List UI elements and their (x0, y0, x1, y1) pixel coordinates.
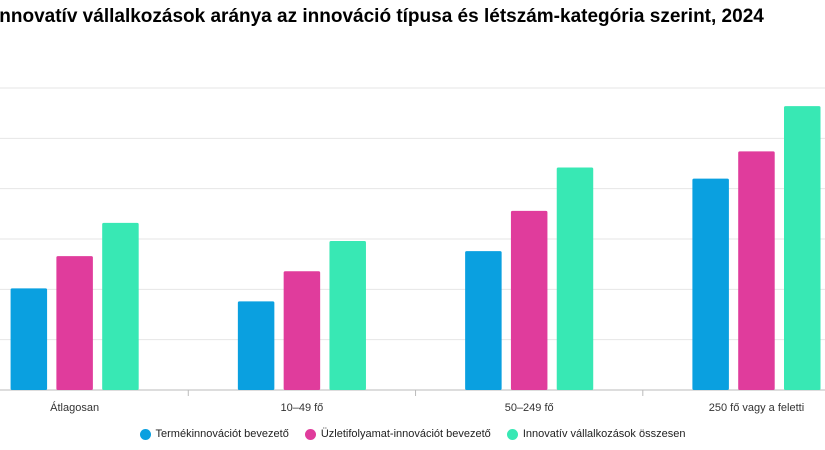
legend: Termékinnovációt bevezető Üzletifolyamat-… (0, 428, 825, 440)
bar-3-4[interactable] (784, 106, 821, 391)
gridlines (0, 87, 825, 391)
bar-1-2[interactable] (237, 301, 275, 390)
legend-dot-icon (506, 428, 518, 440)
legend-label: Üzletifolyamat-innovációt bevezető (320, 428, 491, 440)
x-tick-label: 50–249 fő (505, 402, 554, 414)
chart-title: Innovatív vállalkozások aránya az innová… (0, 6, 764, 27)
legend-item-1[interactable]: Termékinnovációt bevezető (139, 428, 289, 440)
bar-1-4[interactable] (692, 178, 729, 390)
legend-dot-icon (139, 428, 151, 440)
legend-label: Innovatív vállalkozások összesen (522, 428, 686, 440)
bar-2-4[interactable] (738, 151, 775, 390)
legend-label: Termékinnovációt bevezető (155, 428, 289, 440)
bar-3-2[interactable] (329, 241, 366, 390)
legend-item-2[interactable]: Üzletifolyamat-innovációt bevezető (304, 428, 491, 440)
x-tick-label: Átlagosan (50, 401, 99, 414)
bars (10, 106, 821, 391)
legend-dot-icon (304, 428, 316, 440)
x-axis: Átlagosan 10–49 fő 50–249 fő 250 fő vagy a … (50, 390, 804, 414)
x-tick-label: 250 fő vagy a feletti (709, 402, 804, 414)
bar-3-1[interactable] (102, 222, 139, 390)
bar-1-3[interactable] (465, 251, 502, 390)
bar-2-3[interactable] (510, 210, 548, 390)
x-tick-label: 10–49 fő (280, 402, 323, 414)
bar-2-2[interactable] (283, 271, 321, 390)
bar-2-1[interactable] (56, 256, 93, 390)
legend-item-3[interactable]: Innovatív vállalkozások összesen (506, 428, 686, 440)
bar-3-3[interactable] (556, 167, 594, 390)
bar-1-1[interactable] (10, 288, 48, 390)
